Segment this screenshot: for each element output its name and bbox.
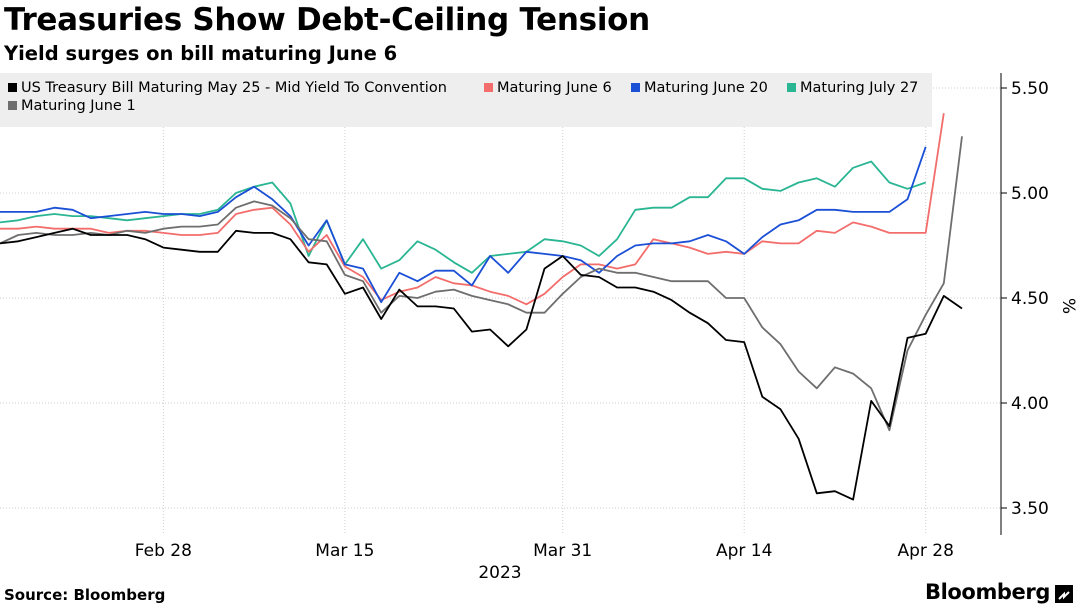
x-tick-label: Apr 28 xyxy=(897,541,953,561)
x-tick-label: Feb 28 xyxy=(135,541,192,561)
legend-swatch xyxy=(8,83,17,92)
legend-swatch xyxy=(631,83,640,92)
y-tick-label: 5.50 xyxy=(1011,79,1049,99)
source-note: Source: Bloomberg xyxy=(4,586,166,604)
legend-label: Maturing June 1 xyxy=(21,98,136,114)
legend-label: US Treasury Bill Maturing May 25 - Mid Y… xyxy=(21,80,447,96)
chart-subtitle: Yield surges on bill maturing June 6 xyxy=(4,42,398,65)
series-lines xyxy=(0,113,963,501)
y-tick-label: 4.50 xyxy=(1011,289,1049,309)
legend-label: Maturing June 20 xyxy=(644,80,768,96)
x-axis-year-label: 2023 xyxy=(478,563,521,583)
bloomberg-logo: Bloomberg xyxy=(924,580,1050,604)
legend-swatch xyxy=(8,101,17,110)
legend-label: Maturing July 27 xyxy=(800,80,918,96)
y-axis-label: % xyxy=(1058,298,1078,314)
series-line xyxy=(0,227,963,501)
x-tick-label: Apr 14 xyxy=(716,541,772,561)
legend-swatch xyxy=(484,83,493,92)
y-tick-label: 4.00 xyxy=(1011,394,1049,414)
series-line xyxy=(0,113,945,306)
bloomberg-mark-icon xyxy=(1055,585,1073,603)
legend-label: Maturing June 6 xyxy=(497,80,612,96)
chart-title: Treasuries Show Debt-Ceiling Tension xyxy=(4,2,650,38)
series-line xyxy=(0,136,963,432)
y-tick-label: 3.50 xyxy=(1011,499,1049,519)
legend-background xyxy=(0,73,932,127)
grid-lines xyxy=(0,73,1001,535)
x-tick-label: Mar 15 xyxy=(315,541,374,561)
legend: US Treasury Bill Maturing May 25 - Mid Y… xyxy=(8,80,918,114)
x-tick-label: Mar 31 xyxy=(533,541,592,561)
series-line xyxy=(0,160,926,274)
x-axis: Feb 28 Mar 15 Mar 31 Apr 14 Apr 28 xyxy=(135,541,954,561)
y-tick-label: 5.00 xyxy=(1011,184,1049,204)
y-axis: 3.50 4.00 4.50 5.00 5.50 xyxy=(1001,79,1049,519)
series-line xyxy=(0,146,927,304)
legend-swatch xyxy=(787,83,796,92)
